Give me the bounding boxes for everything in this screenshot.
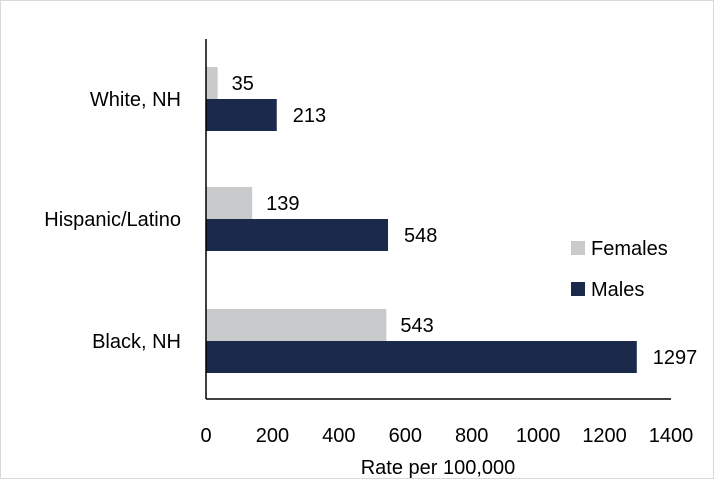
bar-males-2	[206, 341, 637, 373]
data-label-males-0: 213	[293, 105, 326, 127]
x-tick-label-3: 600	[389, 425, 422, 447]
category-label-2: Black, NH	[92, 331, 181, 353]
bar-females-2	[206, 309, 387, 341]
legend-swatch-males	[571, 282, 585, 296]
x-tick-labels-group: 0 200 400 600 800 1000 1200 1400	[200, 425, 693, 447]
data-label-females-1: 139	[266, 193, 299, 215]
x-tick-label-0: 0	[200, 425, 211, 447]
legend-swatch-females	[571, 241, 585, 255]
x-axis-title: Rate per 100,000	[361, 457, 516, 479]
category-label-0: White, NH	[90, 89, 181, 111]
x-tick-label-6: 1200	[582, 425, 627, 447]
x-tick-label-1: 200	[256, 425, 289, 447]
legend-label-males: Males	[591, 279, 644, 301]
data-label-males-1: 548	[404, 225, 437, 247]
category-label-1: Hispanic/Latino	[44, 209, 181, 231]
x-tick-label-7: 1400	[649, 425, 694, 447]
bar-males-0	[206, 99, 277, 131]
data-label-females-2: 543	[400, 315, 433, 337]
x-tick-label-4: 800	[455, 425, 488, 447]
data-label-females-0: 35	[232, 73, 254, 95]
bar-females-0	[206, 67, 218, 99]
legend-label-females: Females	[591, 238, 668, 260]
data-label-males-2: 1297	[653, 347, 698, 369]
x-tick-label-2: 400	[322, 425, 355, 447]
bar-females-1	[206, 187, 253, 219]
x-tick-label-5: 1000	[516, 425, 561, 447]
bars-group	[206, 67, 637, 373]
legend: Females Males	[571, 238, 668, 301]
data-labels-group: 35 213 139 548 543 1297	[232, 73, 698, 369]
axes-group	[205, 39, 671, 400]
bar-males-1	[206, 219, 389, 251]
category-labels-group: White, NH Hispanic/Latino Black, NH	[44, 89, 181, 353]
